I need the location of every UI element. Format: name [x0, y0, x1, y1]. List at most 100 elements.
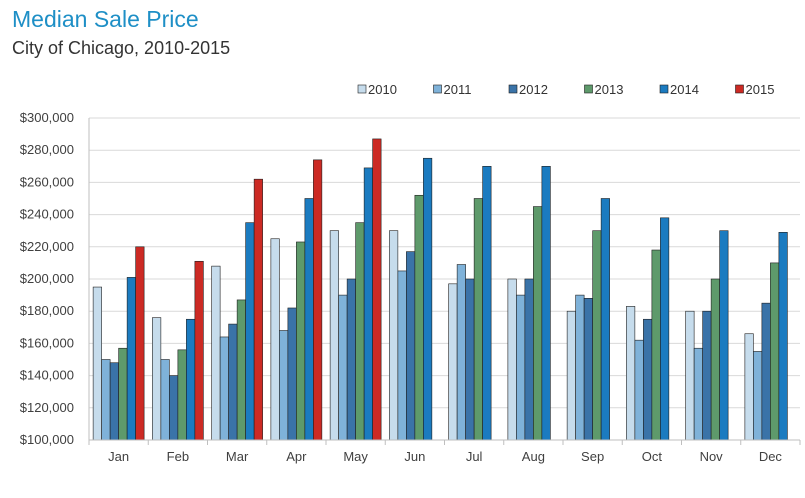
legend-swatch-2013	[584, 84, 593, 94]
bar-2011-sep	[575, 294, 585, 441]
x-tick-label: May	[343, 449, 368, 464]
bar-2010-jun	[389, 230, 399, 441]
bar-2011-oct	[634, 339, 644, 441]
legend-swatch-2012	[508, 84, 518, 94]
legend-label-2015: 2015	[746, 82, 775, 97]
x-tick-label: Nov	[700, 449, 724, 464]
bar-2011-jun	[397, 270, 407, 441]
legend-swatch-2014	[659, 84, 669, 94]
bar-2014-jan	[126, 277, 136, 441]
bar-2011-apr	[279, 330, 289, 441]
bars	[92, 138, 788, 441]
bar-2014-may	[363, 167, 373, 441]
y-tick-label: $240,000	[20, 207, 74, 222]
bar-2011-may	[338, 294, 348, 441]
bar-2010-mar	[211, 265, 221, 441]
bar-2015-may	[372, 138, 382, 441]
y-tick-label: $300,000	[20, 110, 74, 125]
bar-2013-jul	[473, 198, 483, 441]
x-tick-label: Oct	[642, 449, 663, 464]
bar-2010-feb	[152, 317, 162, 441]
legend-label-2010: 2010	[368, 82, 397, 97]
y-tick-label: $180,000	[20, 303, 74, 318]
bar-2013-jun	[414, 194, 424, 441]
y-tick-label: $260,000	[20, 174, 74, 189]
legend-label-2011: 2011	[444, 82, 472, 97]
bar-2011-nov	[693, 347, 703, 441]
bar-2011-aug	[516, 294, 526, 441]
bar-2012-mar	[228, 323, 238, 441]
bar-2013-may	[355, 222, 365, 441]
x-tick-label: Jun	[404, 449, 425, 464]
bar-2014-apr	[304, 198, 314, 441]
legend-swatch-2015	[735, 84, 744, 94]
bar-2014-dec	[778, 232, 788, 441]
bar-2013-mar	[236, 299, 246, 441]
axes: $100,000 $120,000 $140,000 $160,000 $180,000…	[20, 110, 801, 464]
bar-2010-sep	[566, 310, 576, 441]
bar-2012-apr	[287, 307, 297, 441]
legend: 2010 2011 2012 2013 2014 2015	[357, 82, 775, 97]
bar-2010-aug	[507, 278, 517, 441]
bar-2015-jan	[135, 246, 145, 441]
bar-2011-jul	[456, 264, 466, 441]
bar-2013-dec	[770, 262, 780, 441]
bar-2013-apr	[296, 241, 306, 441]
x-tick-label: Dec	[759, 449, 783, 464]
bar-2014-nov	[719, 230, 729, 441]
legend-swatch-2010	[357, 84, 367, 94]
bar-2014-feb	[186, 318, 196, 441]
y-tick-label: $100,000	[20, 432, 74, 447]
bar-2012-jul	[465, 278, 475, 441]
bar-2012-feb	[169, 375, 179, 441]
bar-2012-jan	[109, 362, 119, 441]
legend-label-2012: 2012	[519, 82, 548, 97]
bar-2014-oct	[660, 217, 670, 441]
bar-2013-jan	[118, 347, 128, 441]
bar-2014-aug	[541, 166, 551, 441]
bar-2013-oct	[651, 249, 661, 441]
chart-subtitle: City of Chicago, 2010-2015	[12, 38, 231, 58]
bar-2011-jan	[101, 359, 111, 441]
bar-2010-jan	[92, 286, 102, 441]
x-tick-label: Apr	[286, 449, 307, 464]
x-tick-label: Aug	[522, 449, 545, 464]
bar-2012-nov	[702, 310, 712, 441]
bar-2011-mar	[219, 336, 229, 441]
y-tick-label: $160,000	[20, 335, 74, 350]
legend-label-2014: 2014	[670, 82, 699, 97]
x-tick-label: Mar	[226, 449, 249, 464]
bar-2011-dec	[753, 351, 763, 441]
y-tick-label: $280,000	[20, 142, 74, 157]
bar-2015-apr	[313, 159, 323, 441]
bar-2014-mar	[245, 222, 255, 441]
bar-2013-feb	[177, 349, 187, 441]
legend-swatch-2011	[433, 84, 442, 94]
x-tick-label: Jan	[108, 449, 129, 464]
bar-2010-jul	[448, 283, 458, 441]
bar-2014-jul	[482, 166, 492, 441]
y-tick-label: $140,000	[20, 368, 74, 383]
bar-2013-sep	[592, 230, 602, 441]
bar-2012-jun	[406, 251, 416, 441]
y-tick-label: $200,000	[20, 271, 74, 286]
bar-2013-aug	[533, 206, 543, 441]
bar-2014-sep	[600, 198, 610, 441]
bar-2012-sep	[583, 298, 593, 441]
x-tick-label: Sep	[581, 449, 604, 464]
chart-title: Median Sale Price	[12, 6, 199, 32]
bar-2010-nov	[685, 310, 695, 441]
x-tick-label: Feb	[167, 449, 189, 464]
y-tick-label: $120,000	[20, 400, 74, 415]
bar-2010-may	[329, 230, 339, 441]
bar-2010-apr	[270, 238, 280, 441]
y-tick-label: $220,000	[20, 239, 74, 254]
bar-2013-nov	[710, 278, 720, 441]
bar-2010-oct	[626, 306, 636, 441]
bar-2012-dec	[761, 302, 771, 441]
x-tick-label: Jul	[466, 449, 483, 464]
bar-2012-may	[346, 278, 356, 441]
bar-2011-feb	[160, 359, 170, 441]
bar-2012-aug	[524, 278, 534, 441]
